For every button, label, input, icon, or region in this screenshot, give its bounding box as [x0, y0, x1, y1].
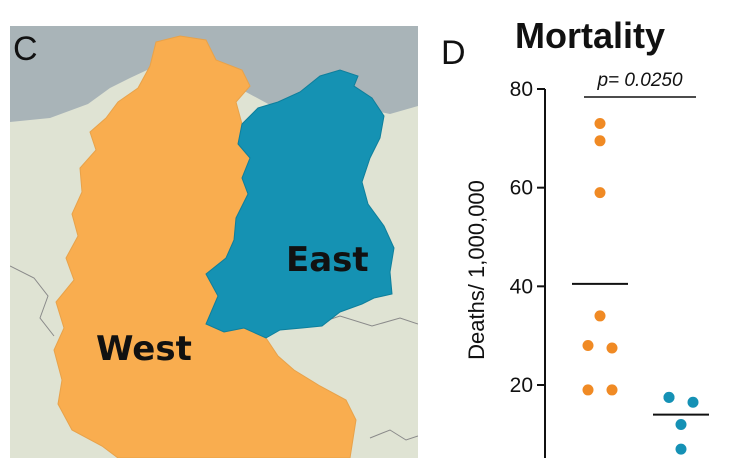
data-point — [582, 340, 594, 352]
y-axis-label: Deaths/ 1,000,000 — [464, 180, 489, 360]
data-point — [594, 187, 606, 199]
west-region-label: West — [96, 329, 192, 369]
country-border — [369, 429, 418, 441]
p-value-label: p= 0.0250 — [596, 70, 682, 91]
data-point — [687, 396, 699, 408]
y-tick-label: 80 — [510, 78, 533, 101]
y-tick-label: 40 — [510, 275, 533, 298]
y-tick-label: 60 — [510, 177, 533, 200]
data-point — [675, 443, 687, 455]
germany-map: East West — [10, 26, 418, 458]
east-region-label: East — [286, 240, 369, 280]
data-point — [606, 342, 618, 354]
data-point — [663, 391, 675, 403]
data-point — [582, 384, 594, 396]
y-tick-label: 20 — [510, 374, 533, 397]
panel-letter-d: D — [441, 34, 466, 72]
data-point — [594, 118, 606, 130]
data-point — [606, 384, 618, 396]
data-point — [594, 310, 606, 322]
y-axis: 20 40 60 80 — [510, 78, 546, 458]
east-germany-region — [205, 69, 395, 339]
country-border — [10, 265, 55, 337]
data-point — [675, 418, 687, 430]
chart-title: Mortality — [515, 15, 665, 56]
map-panel: East West — [10, 26, 418, 458]
panel-letter-c: C — [13, 30, 38, 68]
data-point — [594, 135, 606, 147]
mortality-chart: Mortality p= 0.0250 Deaths/ 1,000,000 20… — [464, 15, 709, 458]
data-marks — [572, 118, 709, 455]
